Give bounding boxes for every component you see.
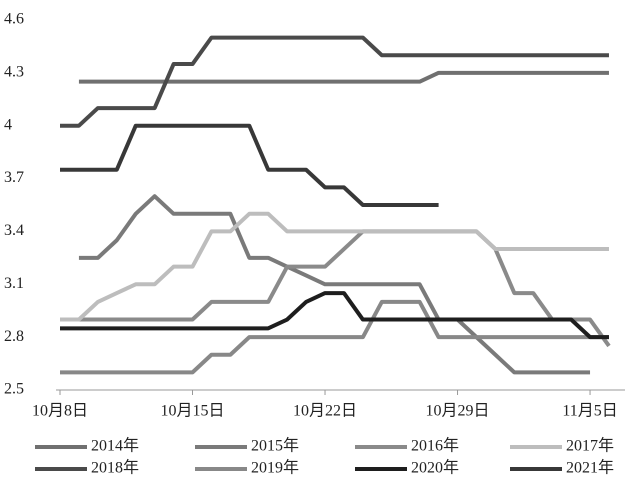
x-tick-label: 10月22日 xyxy=(293,403,357,420)
legend-label: 2016年 xyxy=(411,437,459,455)
legend-label: 2015年 xyxy=(251,437,299,455)
series-line xyxy=(60,229,611,348)
y-tick-label: 2.5 xyxy=(4,381,24,398)
legend-label: 2019年 xyxy=(251,459,299,477)
legend-label: 2018年 xyxy=(91,459,139,477)
legend-label: 2021年 xyxy=(566,459,614,477)
legend-label: 2020年 xyxy=(411,459,459,477)
legend-label: 2017年 xyxy=(566,437,614,455)
x-tick-label: 10月15日 xyxy=(161,403,225,420)
legend-label: 2014年 xyxy=(91,437,139,455)
series-line xyxy=(78,194,591,375)
y-tick-label: 2.8 xyxy=(4,328,24,345)
y-tick-label: 4 xyxy=(4,116,12,133)
y-tick-label: 3.7 xyxy=(4,169,24,186)
x-tick-label: 11月5日 xyxy=(562,403,617,420)
series-line xyxy=(78,70,609,84)
y-tick-label: 4.3 xyxy=(4,64,24,81)
series-line xyxy=(60,299,609,375)
x-tick-label: 10月8日 xyxy=(32,403,88,420)
series-line xyxy=(60,35,609,128)
series-line xyxy=(60,291,609,340)
series-line xyxy=(60,123,439,207)
x-tick-label: 10月29日 xyxy=(426,403,490,420)
y-tick-label: 3.4 xyxy=(4,222,24,239)
y-tick-label: 3.1 xyxy=(4,275,24,292)
series-line xyxy=(60,211,609,322)
y-tick-label: 4.6 xyxy=(4,11,24,28)
